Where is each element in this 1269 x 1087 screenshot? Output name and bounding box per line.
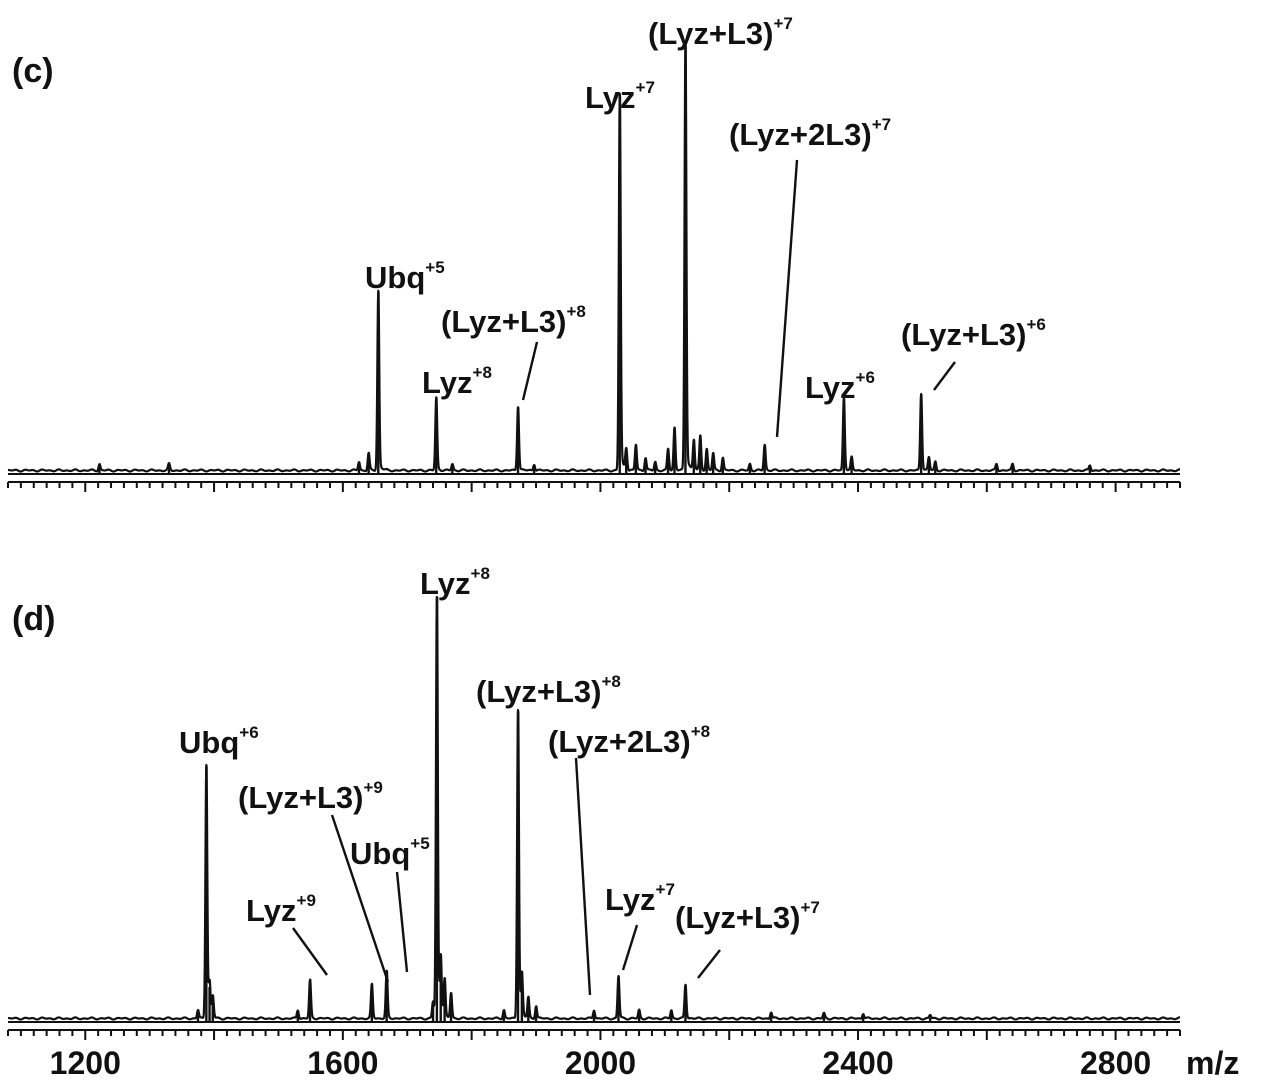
annotation-leader-line	[395, 871, 409, 973]
x-axis: 1200 1600 2000 2400 2800 m/z	[50, 1045, 1240, 1081]
spectrum-panel-d: (d) Ubq+6 Lyz+9 (Lyz+L3)+9 Ubq+5 Lyz+8 (Lyz+L3…	[7, 564, 1181, 1040]
peak-annotation: (Lyz+L3)+9	[238, 778, 383, 815]
peak-annotation: (Lyz+2L3)+8	[548, 722, 710, 759]
annotation-leader-line	[697, 949, 721, 979]
peak-annotation: Lyz+8	[422, 363, 492, 400]
peak-annotation: (Lyz+L3)+8	[476, 672, 621, 709]
x-tick-label: 1600	[307, 1045, 378, 1081]
peak-annotation: Lyz+7	[585, 78, 655, 115]
panel-label: (c)	[12, 52, 54, 90]
spectrum-trace	[7, 595, 1181, 1021]
peak-annotation: Ubq+6	[179, 723, 259, 760]
annotation-leader-line	[574, 757, 592, 996]
peak-annotation: Ubq+5	[365, 258, 445, 295]
peak-annotation: (Lyz+2L3)+7	[729, 115, 891, 152]
peak-annotation: (Lyz+L3)+7	[675, 898, 820, 935]
annotation-leader-line	[292, 927, 328, 976]
peak-annotation: (Lyz+L3)+7	[648, 14, 793, 51]
x-tick-label: 2000	[565, 1045, 636, 1081]
x-tick-label: 1200	[50, 1045, 121, 1081]
spectrum-panel-c: (c) Ubq+5 Lyz+8 (Lyz+L3)+8 Lyz+7 (Lyz+L3)+7 (L…	[7, 14, 1181, 492]
annotation-leader-line	[330, 814, 390, 983]
peak-annotation: Lyz+6	[805, 368, 875, 405]
panel-label: (d)	[12, 600, 55, 638]
annotation-leader-line	[775, 159, 799, 438]
peak-annotation: Lyz+8	[420, 564, 490, 601]
x-axis-title: m/z	[1186, 1045, 1239, 1081]
peak-annotation: Lyz+7	[605, 880, 675, 917]
x-tick-label: 2800	[1080, 1045, 1151, 1081]
x-tick-label: 2400	[822, 1045, 893, 1081]
annotation-leader-line	[621, 924, 639, 971]
peak-annotation: (Lyz+L3)+8	[441, 302, 586, 339]
peak-annotation: Ubq+5	[350, 834, 430, 871]
peak-annotation: Lyz+9	[246, 891, 316, 928]
annotation-leader-line	[933, 361, 956, 391]
annotation-leader-line	[521, 341, 539, 401]
spectrum-trace	[7, 43, 1181, 473]
peak-annotation: (Lyz+L3)+6	[901, 315, 1046, 352]
